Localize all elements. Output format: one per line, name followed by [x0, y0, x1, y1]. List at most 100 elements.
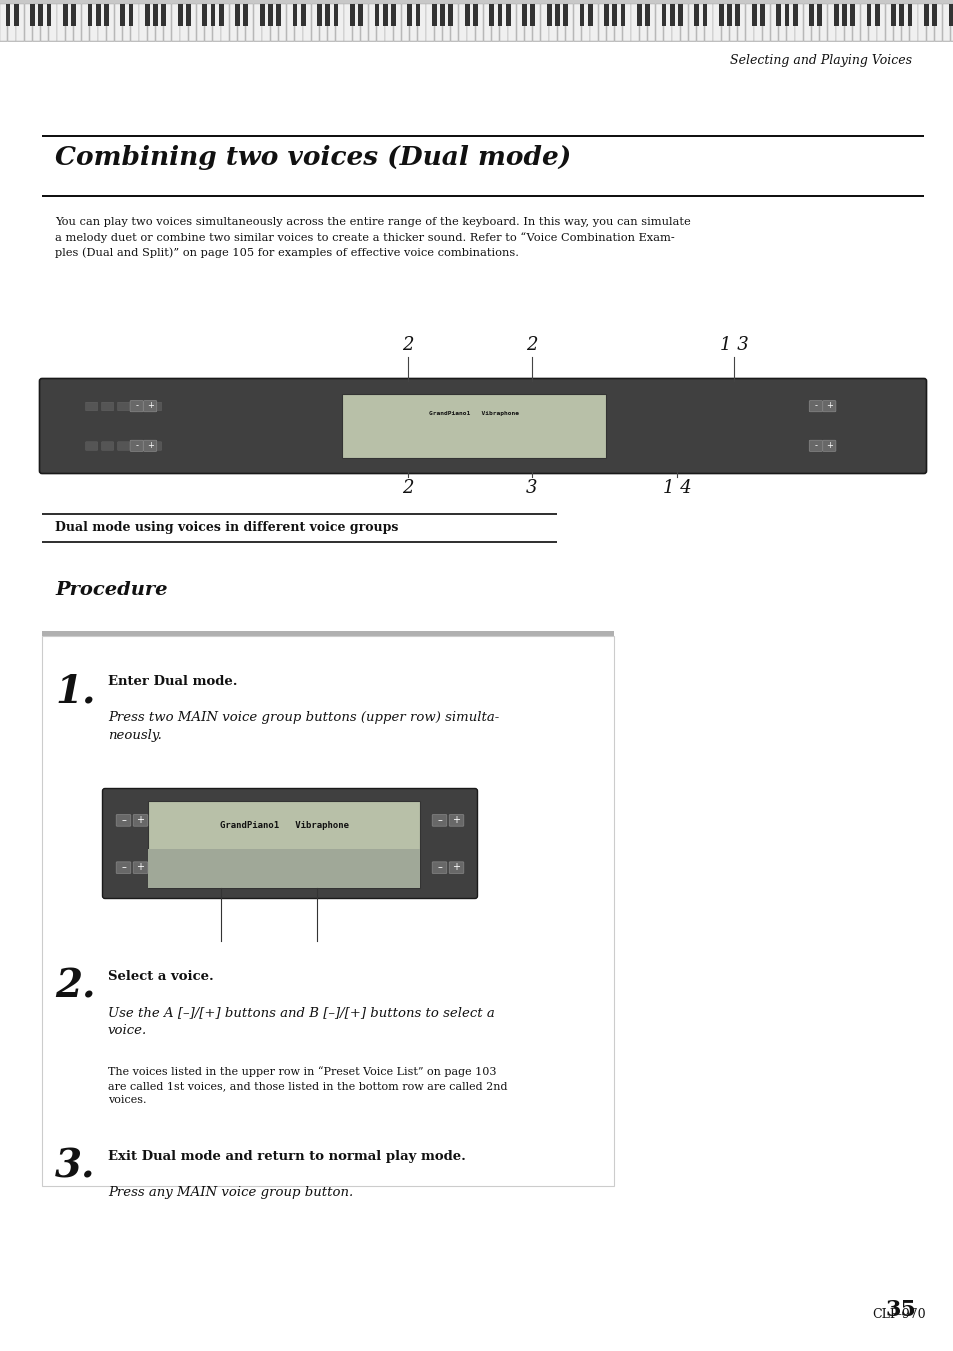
Bar	[811, 4, 819, 41]
Bar	[123, 4, 131, 41]
Bar	[565, 4, 573, 41]
Bar	[574, 4, 580, 41]
Bar	[786, 4, 794, 41]
Bar	[50, 4, 56, 41]
Bar	[73, 4, 81, 41]
FancyBboxPatch shape	[133, 862, 148, 874]
Bar	[221, 4, 229, 41]
Bar	[467, 4, 475, 41]
Bar	[546, 4, 551, 26]
Bar	[300, 4, 305, 26]
Bar	[235, 4, 240, 26]
Bar	[890, 4, 895, 26]
Text: You can play two voices simultaneously across the entire range of the keyboard. : You can play two voices simultaneously a…	[55, 218, 690, 258]
Bar	[579, 4, 584, 26]
Bar	[729, 4, 737, 41]
Bar	[148, 4, 154, 41]
Bar	[779, 4, 785, 41]
Bar	[16, 4, 24, 41]
Bar	[899, 4, 903, 26]
Text: +: +	[825, 401, 832, 411]
Bar	[30, 4, 35, 26]
Bar	[316, 4, 322, 26]
FancyBboxPatch shape	[449, 815, 463, 827]
Bar	[268, 4, 273, 26]
Bar	[155, 4, 163, 41]
Text: +: +	[825, 440, 832, 450]
Bar	[357, 4, 362, 26]
Bar	[817, 4, 821, 26]
Bar	[483, 4, 491, 41]
Bar	[211, 4, 215, 26]
Bar	[521, 4, 526, 26]
Bar	[42, 636, 614, 1186]
Bar	[697, 4, 703, 41]
Bar	[852, 4, 860, 41]
Bar	[918, 4, 924, 41]
Bar	[353, 4, 359, 41]
Bar	[32, 4, 40, 41]
Text: 2.: 2.	[55, 969, 95, 1006]
FancyBboxPatch shape	[117, 403, 130, 411]
Bar	[663, 4, 671, 41]
Bar	[458, 4, 466, 41]
Bar	[196, 4, 204, 41]
Bar	[820, 4, 826, 41]
FancyBboxPatch shape	[116, 862, 131, 874]
Text: CLP-970: CLP-970	[871, 1308, 924, 1321]
Bar	[808, 4, 813, 26]
Bar	[416, 4, 420, 26]
Bar	[925, 4, 933, 41]
Bar	[177, 4, 182, 26]
Bar	[901, 4, 908, 41]
Bar	[0, 4, 8, 41]
Bar	[376, 4, 384, 41]
Bar	[328, 4, 335, 41]
Bar	[672, 4, 679, 41]
Bar	[172, 4, 179, 41]
Bar	[688, 4, 696, 41]
FancyBboxPatch shape	[821, 440, 835, 451]
Bar	[451, 4, 458, 41]
Bar	[735, 4, 740, 26]
Text: 3: 3	[525, 480, 537, 497]
Bar	[464, 4, 469, 26]
Bar	[950, 4, 953, 41]
FancyBboxPatch shape	[101, 403, 113, 411]
Bar	[145, 4, 150, 26]
Bar	[205, 4, 213, 41]
Bar	[202, 4, 207, 26]
Bar	[237, 4, 245, 41]
Bar	[391, 4, 395, 26]
Bar	[439, 4, 444, 26]
Bar	[947, 4, 952, 26]
Bar	[934, 4, 942, 41]
Bar	[407, 4, 412, 26]
Bar	[42, 542, 557, 543]
Bar	[761, 4, 769, 41]
Bar	[38, 4, 43, 26]
Bar	[129, 4, 133, 26]
Text: +: +	[452, 862, 460, 873]
FancyBboxPatch shape	[144, 401, 156, 412]
Bar	[294, 4, 302, 41]
Text: +: +	[147, 440, 153, 450]
Bar	[95, 4, 100, 26]
Bar	[713, 4, 720, 41]
Bar	[104, 4, 109, 26]
Text: Exit Dual mode and return to normal play mode.: Exit Dual mode and return to normal play…	[108, 1150, 465, 1163]
FancyBboxPatch shape	[150, 442, 161, 450]
FancyBboxPatch shape	[432, 815, 446, 827]
Text: Select a voice.: Select a voice.	[108, 970, 213, 984]
Bar	[344, 4, 352, 41]
FancyBboxPatch shape	[130, 440, 143, 451]
Bar	[719, 4, 723, 26]
Bar	[98, 4, 106, 41]
Bar	[499, 4, 507, 41]
FancyBboxPatch shape	[432, 862, 446, 874]
Bar	[287, 4, 294, 41]
FancyBboxPatch shape	[808, 440, 821, 451]
FancyBboxPatch shape	[150, 403, 161, 411]
Bar	[63, 4, 68, 26]
Bar	[148, 801, 419, 888]
